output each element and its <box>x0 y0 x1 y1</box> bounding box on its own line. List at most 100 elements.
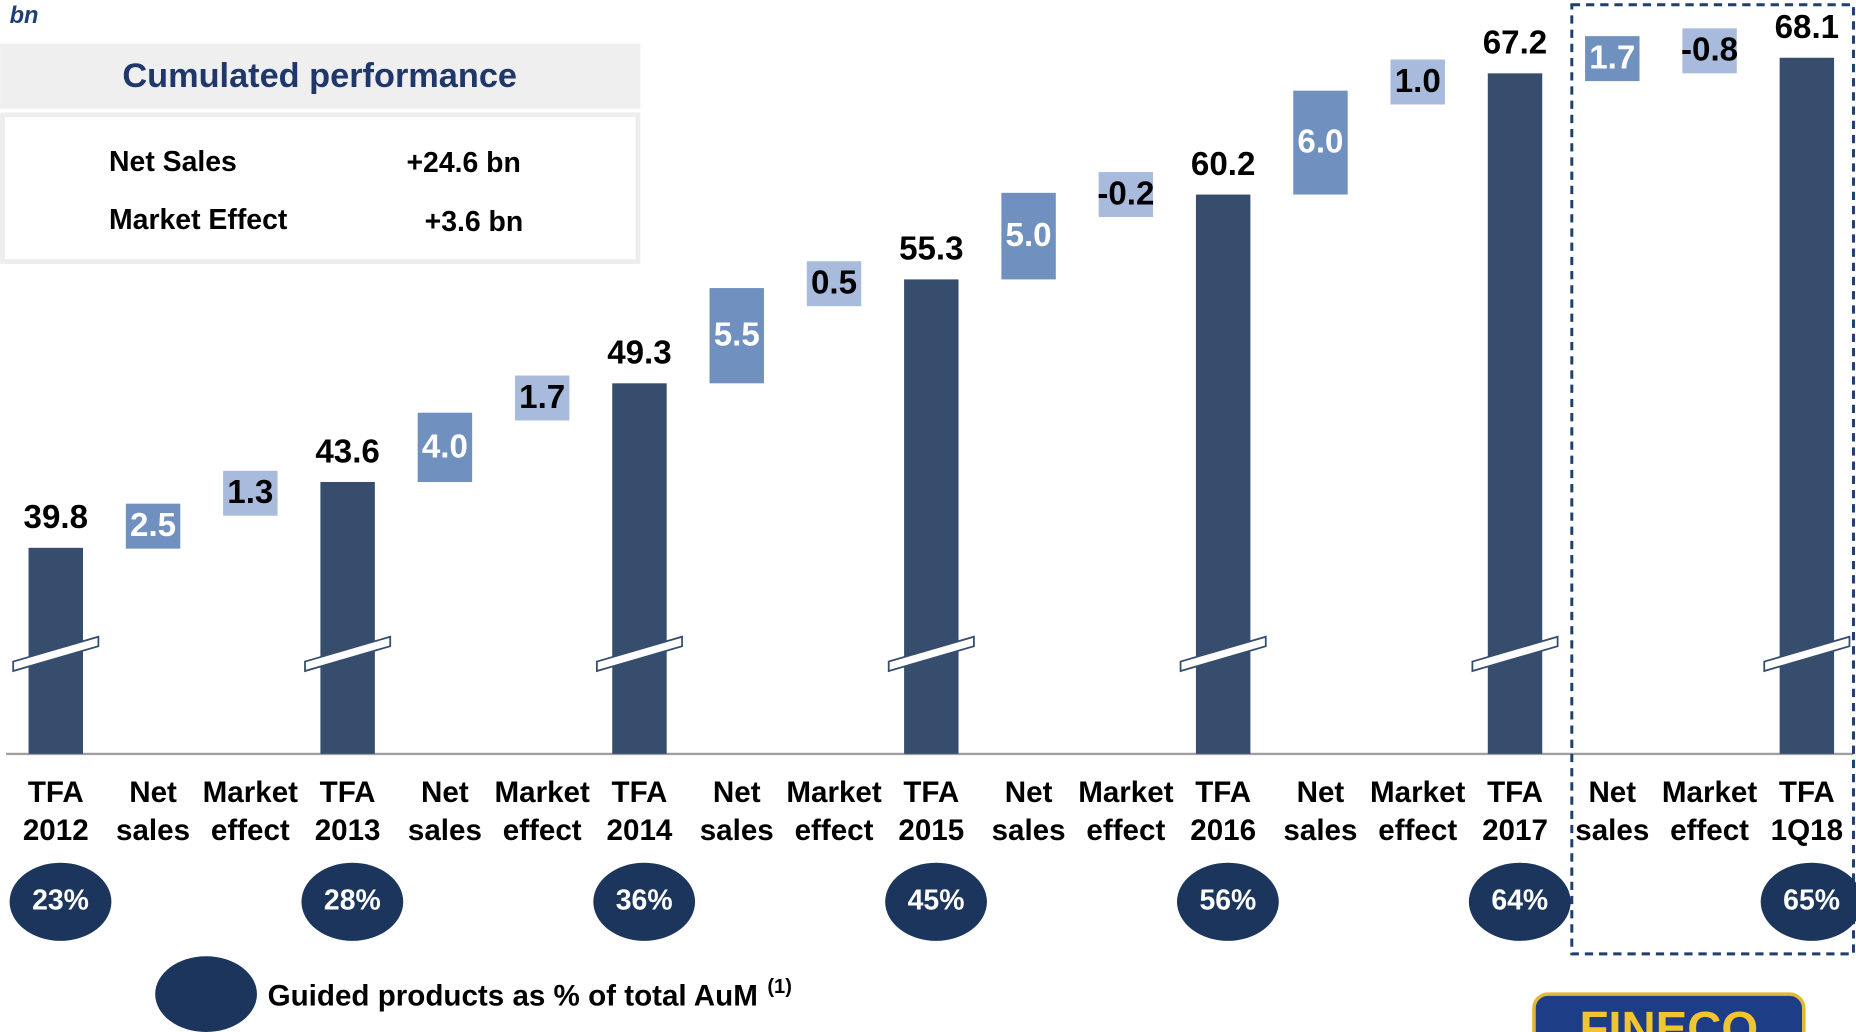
summary-label: Net Sales <box>109 146 237 178</box>
guided-label: 65% <box>1783 884 1840 916</box>
highlight-box <box>1570 3 1855 956</box>
x-tick-label: 2014 <box>607 814 673 847</box>
x-tick-label: TFA <box>320 776 376 809</box>
x-tick-label: Net <box>421 776 469 809</box>
x-tick-label: Net <box>129 776 177 809</box>
legend-footnote: (1) <box>767 977 792 999</box>
value-label: 68.1 <box>1775 9 1839 46</box>
value-label: 0.5 <box>811 265 857 302</box>
summary-title: Cumulated performance <box>122 57 517 95</box>
summary-value: +3.6 bn <box>425 206 524 238</box>
delta-bar <box>1390 59 1445 105</box>
x-tick-label: Market <box>203 776 298 809</box>
delta-bar <box>1001 192 1056 280</box>
x-tick-label: Net <box>1005 776 1053 809</box>
value-label: -0.2 <box>1097 175 1154 212</box>
value-label: 5.5 <box>714 317 760 354</box>
summary-label: Market Effect <box>109 204 288 236</box>
x-tick-label: TFA <box>612 776 668 809</box>
value-label: 49.3 <box>607 335 671 372</box>
x-tick-label: sales <box>1283 814 1357 847</box>
guided-label: 45% <box>908 884 965 916</box>
x-tick-label: 2015 <box>898 814 964 847</box>
axis-break <box>1179 635 1267 673</box>
x-tick-label: TFA <box>1195 776 1251 809</box>
value-label: 67.2 <box>1483 25 1547 62</box>
axis-break <box>304 635 392 673</box>
x-tick-label: sales <box>1575 814 1649 847</box>
x-tick-label: Market <box>1078 776 1173 809</box>
guided-bubble <box>885 862 987 941</box>
total-bar <box>1195 194 1251 754</box>
guided-label: 64% <box>1491 884 1548 916</box>
delta-bar <box>709 288 764 384</box>
legend-name: Guided products as % of total AuM <box>268 979 758 1012</box>
value-label: 1.7 <box>1589 40 1635 77</box>
value-label: 1.3 <box>227 474 273 511</box>
total-bar <box>320 482 375 754</box>
delta-bar <box>1293 90 1348 195</box>
total-bar <box>904 279 959 754</box>
x-tick-label: 2012 <box>23 814 89 847</box>
x-tick-label: Market <box>495 776 590 809</box>
logo-text: FINECO <box>1579 1002 1758 1032</box>
value-label: 2.5 <box>130 507 176 544</box>
delta-bar <box>1682 28 1737 74</box>
x-tick-label: TFA <box>903 776 959 809</box>
delta-bar <box>223 470 278 516</box>
value-label: 6.0 <box>1297 124 1343 161</box>
x-tick-label: Net <box>1297 776 1345 809</box>
x-tick-label: Market <box>1662 776 1757 809</box>
axis-break <box>595 635 683 673</box>
legend-swatch <box>155 956 257 1032</box>
x-tick-label: TFA <box>1779 776 1835 809</box>
x-tick-label: sales <box>700 814 774 847</box>
x-tick-label: 2013 <box>315 814 381 847</box>
x-tick-label: 2017 <box>1482 814 1548 847</box>
guided-label: 28% <box>324 884 381 916</box>
value-label: 55.3 <box>899 231 963 268</box>
x-tick-label: effect <box>211 814 290 847</box>
axis-break <box>1763 635 1851 673</box>
guided-bubble <box>1468 862 1571 941</box>
delta-bar <box>125 503 181 549</box>
x-tick-label: sales <box>116 814 190 847</box>
value-label: 39.8 <box>24 499 88 536</box>
logo <box>1532 992 1806 1032</box>
legend-label: Guided products as % of total AuM (1) <box>268 977 792 1013</box>
x-tick-label: sales <box>992 814 1066 847</box>
delta-bar <box>417 412 473 483</box>
value-label: 60.2 <box>1191 146 1255 183</box>
total-bar <box>612 383 667 754</box>
x-tick-label: 2016 <box>1190 814 1256 847</box>
delta-bar <box>1098 172 1154 218</box>
guided-bubble <box>593 862 696 941</box>
guided-label: 56% <box>1199 884 1256 916</box>
guided-bubble <box>301 862 404 941</box>
value-label: 1.0 <box>1395 63 1441 100</box>
value-label: 5.0 <box>1006 217 1052 254</box>
guided-bubble <box>1760 862 1856 941</box>
value-label: 1.7 <box>519 379 565 416</box>
total-bar <box>1487 73 1543 754</box>
x-tick-label: 1Q18 <box>1771 814 1843 847</box>
x-tick-label: TFA <box>28 776 84 809</box>
guided-label: 23% <box>32 884 89 916</box>
guided-bubble <box>1177 862 1279 941</box>
value-label: 4.0 <box>422 428 468 465</box>
axis-break <box>12 635 100 673</box>
unit-label: bn <box>10 3 39 29</box>
x-tick-label: effect <box>1670 814 1749 847</box>
x-tick-label: effect <box>1086 814 1165 847</box>
delta-bar <box>514 375 570 421</box>
summary-header <box>0 43 641 109</box>
value-label: 43.6 <box>315 433 379 470</box>
x-tick-label: Net <box>713 776 761 809</box>
axis-break <box>1471 635 1559 673</box>
x-tick-label: Net <box>1588 776 1636 809</box>
x-tick-label: Market <box>786 776 881 809</box>
delta-bar <box>806 261 862 307</box>
x-tick-label: Market <box>1370 776 1465 809</box>
delta-bar <box>1585 36 1640 82</box>
